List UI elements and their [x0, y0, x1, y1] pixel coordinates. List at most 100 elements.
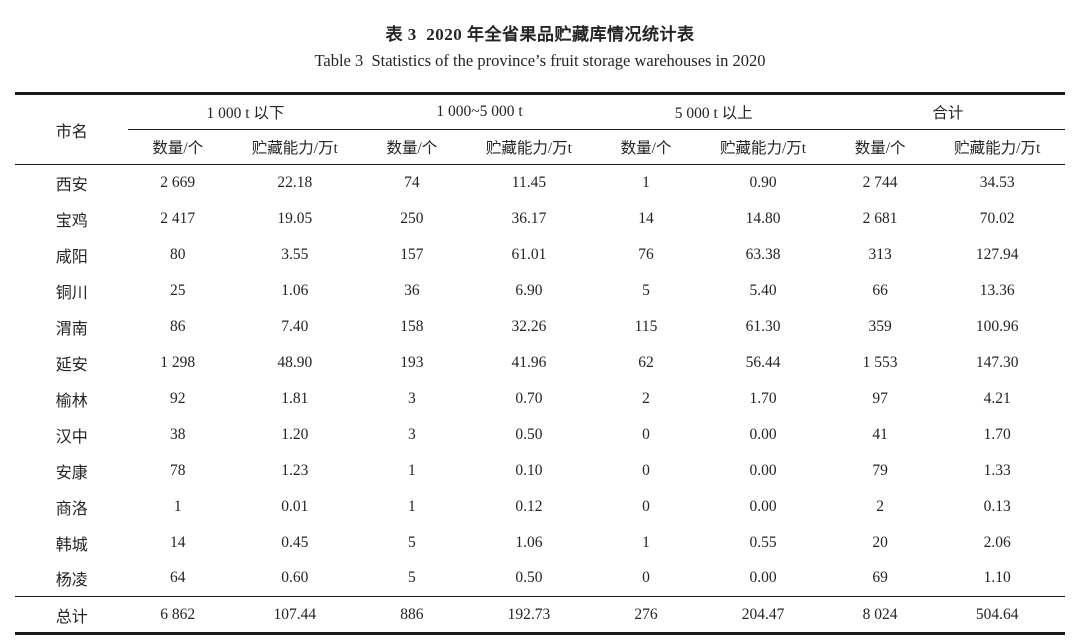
value-cell: 1 — [407, 461, 416, 479]
city-cell: 铜川 — [55, 284, 88, 302]
subheader-capacity-4: 贮藏能力/万t — [929, 129, 1065, 165]
value-cell: 0.00 — [749, 461, 777, 479]
value-cell: 14 — [169, 533, 186, 551]
value-cell: 0 — [642, 569, 650, 587]
table-row: 韩城 14 0.45 5 1.06 1 0.55 20 2.06 — [15, 525, 1065, 561]
value-cell: 127.94 — [975, 245, 1019, 263]
value-cell: 1 — [642, 173, 650, 191]
value-cell: 41 — [872, 425, 888, 443]
value-cell: 36.17 — [511, 209, 547, 227]
value-cell: 157 — [400, 245, 424, 263]
value-cell: 70.02 — [979, 209, 1015, 227]
fruit-storage-statistics-table: 市名 1 000 t 以下 1 000~5 000 t 5 000 t 以上 合… — [15, 92, 1065, 635]
city-cell: 咸阳 — [55, 248, 88, 266]
table-row: 西安 2 669 22.18 74 11.45 1 0.90 2 744 34.53 — [15, 165, 1065, 201]
value-cell: 6.90 — [515, 281, 543, 299]
column-group-1000-to-5000t: 1 000~5 000 t — [362, 93, 597, 130]
value-cell: 66 — [872, 281, 888, 299]
value-cell: 5 — [407, 569, 416, 587]
value-cell: 2 417 — [160, 209, 196, 227]
value-cell: 97 — [872, 389, 888, 407]
subheader-count-1: 数量/个 — [128, 129, 228, 165]
value-cell: 7.40 — [281, 317, 309, 335]
subheader-count-3: 数量/个 — [596, 129, 696, 165]
value-cell: 1.10 — [983, 569, 1011, 587]
value-cell: 3 — [407, 425, 416, 443]
table-caption-english: Table 3 Statistics of the province’s fru… — [314, 51, 766, 70]
value-cell: 0.00 — [749, 425, 777, 443]
value-cell: 61.30 — [745, 317, 781, 335]
value-cell: 1.06 — [281, 281, 309, 299]
value-cell: 2 — [876, 497, 884, 515]
table-caption-chinese: 表 3 2020 年全省果品贮藏库情况统计表 — [385, 25, 695, 44]
city-cell: 榆林 — [55, 392, 88, 410]
table-row: 榆林 92 1.81 3 0.70 2 1.70 97 4.21 — [15, 381, 1065, 417]
value-cell: 2 681 — [862, 209, 898, 227]
value-cell: 1 — [173, 497, 182, 515]
value-cell: 80 — [169, 245, 186, 263]
value-cell: 36 — [404, 281, 420, 299]
value-cell: 250 — [400, 209, 424, 227]
value-cell: 1.20 — [281, 425, 309, 443]
value-cell: 0.70 — [515, 389, 543, 407]
value-cell: 5 — [642, 281, 650, 299]
table-row: 宝鸡 2 417 19.05 250 36.17 14 14.80 2 681 70.02 — [15, 201, 1065, 237]
total-value-cell: 504.64 — [929, 596, 1065, 634]
total-value-cell: 107.44 — [227, 596, 363, 634]
value-cell: 78 — [169, 461, 186, 479]
value-cell: 2.06 — [983, 533, 1011, 551]
city-cell: 宝鸡 — [55, 212, 88, 230]
total-value-cell: 8 024 — [830, 596, 930, 634]
value-cell: 25 — [169, 281, 186, 299]
value-cell: 158 — [400, 317, 424, 335]
value-cell: 79 — [872, 461, 888, 479]
value-cell: 0.50 — [515, 569, 543, 587]
table-row: 杨凌 64 0.60 5 0.50 0 0.00 69 1.10 — [15, 561, 1065, 597]
city-cell: 渭南 — [55, 320, 88, 338]
value-cell: 64 — [169, 569, 186, 587]
value-cell: 0.13 — [983, 497, 1011, 515]
value-cell: 0.50 — [515, 425, 543, 443]
value-cell: 0.90 — [749, 173, 777, 191]
value-cell: 61.01 — [511, 245, 547, 263]
table-row: 商洛 1 0.01 1 0.12 0 0.00 2 0.13 — [15, 489, 1065, 525]
value-cell: 115 — [634, 317, 658, 335]
value-cell: 1.33 — [983, 461, 1011, 479]
value-cell: 2 — [642, 389, 650, 407]
value-cell: 5 — [407, 533, 416, 551]
value-cell: 86 — [169, 317, 186, 335]
column-group-over-5000t: 5 000 t 以上 — [596, 93, 831, 130]
column-header-city: 市名 — [15, 93, 129, 165]
value-cell: 0.45 — [281, 533, 309, 551]
total-label-cell: 总计 — [15, 596, 129, 634]
value-cell: 13.36 — [979, 281, 1015, 299]
value-cell: 56.44 — [745, 353, 781, 371]
city-cell: 杨凌 — [55, 572, 88, 590]
city-cell: 安康 — [55, 464, 88, 482]
value-cell: 0 — [642, 497, 650, 515]
total-value-cell: 886 — [362, 596, 462, 634]
total-value-cell: 6 862 — [128, 596, 228, 634]
subheader-count-4: 数量/个 — [830, 129, 930, 165]
value-cell: 1 298 — [160, 353, 196, 371]
total-value-cell: 192.73 — [461, 596, 597, 634]
value-cell: 147.30 — [975, 353, 1019, 371]
value-cell: 0.10 — [515, 461, 543, 479]
value-cell: 0 — [642, 461, 650, 479]
value-cell: 20 — [872, 533, 888, 551]
city-cell: 延安 — [55, 356, 88, 374]
city-cell: 商洛 — [55, 500, 88, 518]
value-cell: 2 744 — [862, 173, 898, 191]
value-cell: 3 — [407, 389, 416, 407]
value-cell: 76 — [638, 245, 654, 263]
value-cell: 0.00 — [749, 569, 777, 587]
value-cell: 63.38 — [745, 245, 781, 263]
value-cell: 1.70 — [749, 389, 777, 407]
total-value-cell: 204.47 — [695, 596, 831, 634]
city-cell: 韩城 — [55, 536, 88, 554]
value-cell: 313 — [868, 245, 892, 263]
value-cell: 0 — [642, 425, 650, 443]
value-cell: 41.96 — [511, 353, 547, 371]
value-cell: 1.81 — [281, 389, 309, 407]
value-cell: 4.21 — [983, 389, 1011, 407]
